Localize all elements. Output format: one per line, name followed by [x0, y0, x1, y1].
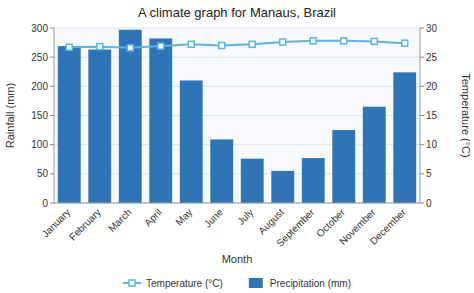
y2-tick-label: 20 — [426, 81, 438, 92]
marker — [310, 38, 316, 44]
y2-tick-label: 30 — [426, 23, 438, 34]
marker — [371, 38, 377, 44]
y2-tick-label: 15 — [426, 110, 438, 121]
y2-tick — [420, 203, 424, 204]
line — [69, 41, 405, 48]
x-tick-label: May — [173, 207, 194, 228]
marker — [66, 44, 72, 50]
y2-tick-label: 0 — [426, 198, 432, 209]
marker — [127, 45, 133, 51]
y-tick — [50, 144, 54, 145]
y-tick-label: 0 — [42, 198, 48, 209]
legend: Temperature (°C) Precipitation (mm) — [123, 278, 351, 289]
x-tick-label: July — [235, 207, 255, 227]
y-tick — [50, 28, 54, 29]
y-tick — [50, 86, 54, 87]
y2-tick — [420, 86, 424, 87]
legend-label: Temperature (°C) — [146, 278, 223, 289]
y2-tick-label: 25 — [426, 52, 438, 63]
y-tick-label: 300 — [31, 23, 48, 34]
marker — [341, 38, 347, 44]
legend-swatch — [249, 278, 263, 288]
y2-tick — [420, 57, 424, 58]
y-tick — [50, 173, 54, 174]
marker — [219, 43, 225, 49]
y2-tick — [420, 28, 424, 29]
x-tick-label: March — [106, 207, 133, 234]
bar — [180, 81, 203, 204]
x-axis-line — [54, 203, 420, 204]
x-tick-label: April — [142, 207, 164, 229]
bar — [88, 50, 111, 203]
marker — [97, 44, 103, 50]
y2-tick — [420, 173, 424, 174]
y2-tick-label: 10 — [426, 139, 438, 150]
marker — [188, 41, 194, 47]
y-axis-label: Rainfall (mm) — [4, 83, 16, 148]
bar — [119, 30, 142, 203]
bar — [210, 139, 233, 203]
y-axis-line — [54, 28, 55, 203]
y-tick — [50, 115, 54, 116]
grid-line — [54, 28, 420, 29]
x-tick-label: September — [274, 206, 317, 249]
title: A climate graph for Manaus, Brazil — [138, 5, 336, 20]
y-tick-label: 200 — [31, 81, 48, 92]
legend-item: Temperature (°C) — [123, 278, 223, 289]
y2-axis-line — [420, 28, 421, 203]
bar — [332, 130, 355, 203]
x-axis-label: Month — [222, 253, 253, 265]
y-tick-label: 150 — [31, 110, 48, 121]
x-tick-label: February — [67, 207, 103, 243]
bar — [241, 159, 264, 203]
bar — [58, 46, 81, 203]
marker — [280, 39, 286, 45]
legend-marker — [129, 280, 135, 286]
y-tick-label: 50 — [37, 168, 49, 179]
y-tick-label: 100 — [31, 139, 48, 150]
bar — [149, 39, 172, 204]
grid-line — [54, 203, 420, 204]
x-tick-label: August — [256, 206, 286, 236]
y-tick — [50, 203, 54, 204]
bar — [393, 72, 416, 203]
y-tick — [50, 57, 54, 58]
bar — [363, 107, 386, 203]
marker — [249, 41, 255, 47]
data-group — [58, 30, 416, 203]
plot-area — [54, 28, 420, 203]
legend-item: Precipitation (mm) — [249, 278, 351, 289]
y2-tick — [420, 144, 424, 145]
x-tick-label: June — [202, 206, 225, 229]
chart: 050100150200250300051015202530JanuaryFeb… — [0, 0, 474, 293]
bar — [271, 171, 294, 203]
marker — [158, 43, 164, 49]
legend-label: Precipitation (mm) — [270, 278, 351, 289]
x-tick-label: December — [368, 206, 409, 247]
y-tick-label: 250 — [31, 52, 48, 63]
bar — [302, 158, 325, 203]
marker — [402, 40, 408, 46]
y2-tick-label: 5 — [426, 168, 432, 179]
y2-tick — [420, 115, 424, 116]
y2-axis-label: Temperature (°C) — [460, 73, 472, 157]
